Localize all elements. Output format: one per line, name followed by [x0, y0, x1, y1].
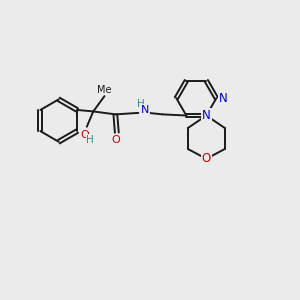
- Text: O: O: [112, 135, 121, 145]
- Text: N: N: [202, 109, 211, 122]
- Text: O: O: [80, 130, 89, 140]
- Text: H: H: [86, 135, 94, 145]
- Text: O: O: [202, 152, 211, 165]
- Text: H: H: [137, 99, 145, 109]
- Text: N: N: [141, 105, 149, 115]
- Text: N: N: [218, 92, 227, 105]
- Text: Me: Me: [97, 85, 112, 94]
